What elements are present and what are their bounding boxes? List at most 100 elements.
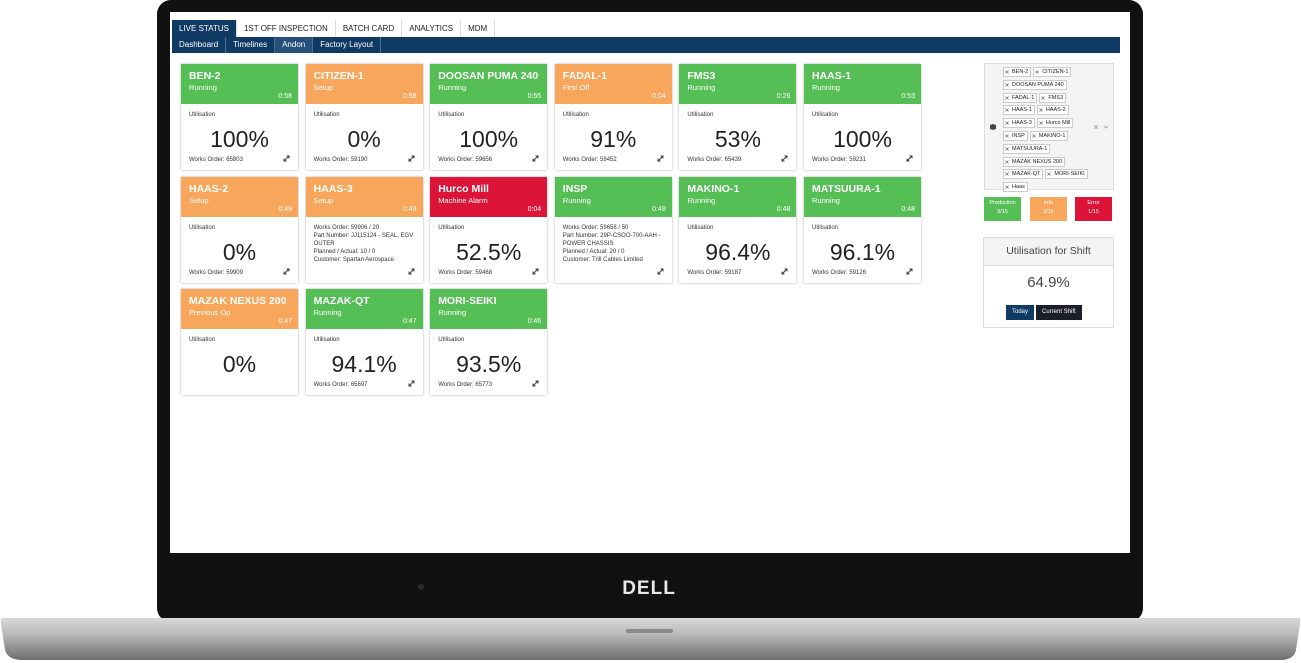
- machine-card[interactable]: CITIZEN-1 Setup 0:58 Utilisation 0% Works Ord…: [305, 64, 423, 170]
- machine-card[interactable]: HAAS-1 Running 0:53 Utilisation 100% Works Or…: [804, 64, 921, 170]
- works-order: Works Order: 59190: [313, 157, 368, 163]
- machine-status: Running: [313, 308, 342, 317]
- shift-button[interactable]: Today: [1006, 305, 1035, 320]
- filter-chip[interactable]: MAZAK-QT: [1003, 169, 1044, 180]
- filter-chip[interactable]: Haas: [1003, 182, 1028, 193]
- works-order: Works Order: 59452: [562, 157, 617, 163]
- shift-button[interactable]: Current Shift: [1036, 305, 1082, 320]
- chip-remove: [1005, 185, 1009, 189]
- filter-chip[interactable]: BEN-2: [1003, 67, 1032, 77]
- works-order: Works Order: 59468: [438, 269, 493, 276]
- job-details: Works Order: 59906 / 20 Part Number: JJ11…: [314, 224, 414, 264]
- expand-icon: [657, 268, 664, 274]
- status-count[interactable]: Info 3/15: [1030, 197, 1067, 221]
- status-time: 0:46: [527, 318, 542, 325]
- filter-chip[interactable]: MATSUURA-1: [1003, 143, 1051, 154]
- shift-panel: Utilisation for Shift 64.9% Today Current…: [983, 237, 1114, 328]
- machine-card[interactable]: MAZAK-QT Running 0:47 Utilisation 94.1% Works…: [305, 289, 423, 395]
- machine-name: CITIZEN-1: [313, 70, 364, 82]
- utilisation-label: Utilisation: [438, 337, 465, 343]
- machine-card[interactable]: MAZAK NEXUS 200 Previous Op 0:47 Utilisatio…: [181, 289, 298, 395]
- card-header: BEN-2 Running 0:58: [181, 64, 298, 104]
- shift-buttons: Today Current Shift: [1006, 305, 1084, 320]
- chip-label: DOOSAN PUMA 240: [1012, 81, 1064, 88]
- status-count[interactable]: Error 1/15: [1075, 197, 1112, 221]
- filter-chip[interactable]: CITIZEN-1: [1033, 67, 1072, 77]
- card-header: MAZAK-QT Running 0:47: [305, 289, 423, 329]
- filter-chip[interactable]: MAKINO-1: [1029, 130, 1069, 141]
- utilisation-value: 91%: [590, 126, 637, 152]
- card-header: MAKINO-1 Running 0:48: [679, 176, 797, 217]
- nav-subtab[interactable]: Dashboard: [172, 37, 227, 53]
- card-header: FMS3 Running 0:26: [679, 64, 797, 104]
- machine-card[interactable]: HAAS-2 Setup 0:49 Utilisation 0% Works Order:…: [181, 176, 298, 283]
- filter-chip[interactable]: MAZAK NEXUS 200: [1003, 156, 1066, 167]
- status-label: Error: [1087, 200, 1100, 206]
- status-count[interactable]: Production 9/15: [984, 197, 1021, 221]
- chip-remove: [1005, 95, 1009, 100]
- expand-icon: [906, 268, 913, 274]
- chip-remove: [1032, 134, 1036, 138]
- status-time: 0:55: [527, 93, 542, 100]
- card-header: HAAS-3 Setup 0:48: [305, 176, 423, 217]
- utilisation-label: Utilisation: [438, 224, 465, 231]
- filter-chip[interactable]: FADAL-1: [1003, 92, 1038, 103]
- machine-card[interactable]: Hurco Mill Machine Alarm 0:04 Utilisation 52…: [430, 176, 548, 283]
- status-count-value: 3/15: [1043, 209, 1054, 215]
- utilisation-label: Utilisation: [562, 112, 589, 118]
- chip-remove: [1005, 83, 1009, 87]
- nav-tab[interactable]: ANALYTICS: [402, 20, 462, 37]
- status-time: 0:48: [901, 205, 915, 213]
- machine-name: MAZAK-QT: [313, 295, 370, 307]
- nav-tab[interactable]: LIVE STATUS: [172, 20, 237, 37]
- card-header: FADAL-1 First Off 0:04: [554, 64, 672, 104]
- status-label: Production: [989, 200, 1016, 206]
- chip-remove: [1005, 159, 1009, 164]
- machine-status: Setup: [313, 83, 334, 92]
- nav-tab[interactable]: BATCH CARD: [336, 20, 403, 37]
- utilisation-label: Utilisation: [687, 224, 714, 231]
- nav-tab[interactable]: 1ST OFF INSPECTION: [237, 20, 336, 37]
- filter-chip[interactable]: FMS3: [1039, 92, 1066, 103]
- filter-icon: [990, 124, 996, 130]
- filter-chip[interactable]: HAAS-2: [1036, 105, 1069, 116]
- machine-card[interactable]: HAAS-3 Setup 0:48 Works Order: 59906 / 20 Pa…: [305, 176, 423, 283]
- status-time: 0:49: [278, 205, 292, 213]
- filter-chip[interactable]: Hurco Mill: [1036, 118, 1074, 129]
- filter-chip[interactable]: INSP: [1003, 130, 1028, 141]
- utilisation-label: Utilisation: [812, 224, 839, 231]
- card-header: MAZAK NEXUS 200 Previous Op 0:47: [181, 289, 298, 329]
- filter-chip[interactable]: DOOSAN PUMA 240: [1003, 79, 1067, 90]
- filter-chip[interactable]: HAAS-1: [1003, 105, 1035, 116]
- machine-filter[interactable]: BEN-2 CITIZEN-1 DOOSAN PUMA 240 FADAL-1 FMS3…: [984, 63, 1114, 193]
- status-time: 0:48: [652, 205, 666, 213]
- chip-label: FMS3: [1048, 94, 1063, 101]
- machine-name: BEN-2: [189, 70, 221, 82]
- nav-subtab[interactable]: Timelines: [226, 37, 276, 53]
- expand-icon: [781, 155, 788, 162]
- nav-subtab[interactable]: Andon: [275, 37, 314, 53]
- works-order: Works Order: 59187: [687, 269, 742, 276]
- chip-label: MAZAK NEXUS 200: [1012, 158, 1063, 165]
- machine-card[interactable]: DOOSAN PUMA 240 Running 0:55 Utilisation 100…: [430, 64, 548, 170]
- filter-chip[interactable]: HAAS-3: [1003, 118, 1035, 129]
- utilisation-value: 0%: [347, 126, 381, 152]
- expand-icon: [283, 155, 290, 162]
- chip-remove: [1005, 108, 1009, 113]
- chip-remove: [1005, 172, 1009, 177]
- nav-tab[interactable]: MDM: [461, 20, 496, 37]
- machine-card[interactable]: BEN-2 Running 0:58 Utilisation 100% Works Ord…: [181, 64, 298, 170]
- machine-card[interactable]: FADAL-1 First Off 0:04 Utilisation 91% Works …: [554, 64, 672, 170]
- nav-subtab[interactable]: Factory Layout: [313, 37, 382, 53]
- machine-card[interactable]: INSP Running 0:48 Works Order: 59658 / 50 Pa…: [554, 176, 672, 283]
- filter-controls[interactable]: [1093, 123, 1111, 131]
- filter-chip[interactable]: MORI-SEIKI: [1045, 169, 1088, 180]
- machine-status: Running: [687, 83, 716, 92]
- machine-card[interactable]: MAKINO-1 Running 0:48 Utilisation 96.4% Works…: [679, 176, 797, 283]
- machine-card[interactable]: MORI-SEIKI Running 0:46 Utilisation 93.5% Wor…: [430, 289, 548, 395]
- machine-card[interactable]: MATSUURA-1 Running 0:48 Utilisation 96.1% Wor…: [804, 176, 921, 283]
- machine-name: DOOSAN PUMA 240: [438, 70, 539, 82]
- machine-card[interactable]: FMS3 Running 0:26 Utilisation 53% Works Order…: [679, 64, 797, 170]
- utilisation-label: Utilisation: [189, 224, 216, 231]
